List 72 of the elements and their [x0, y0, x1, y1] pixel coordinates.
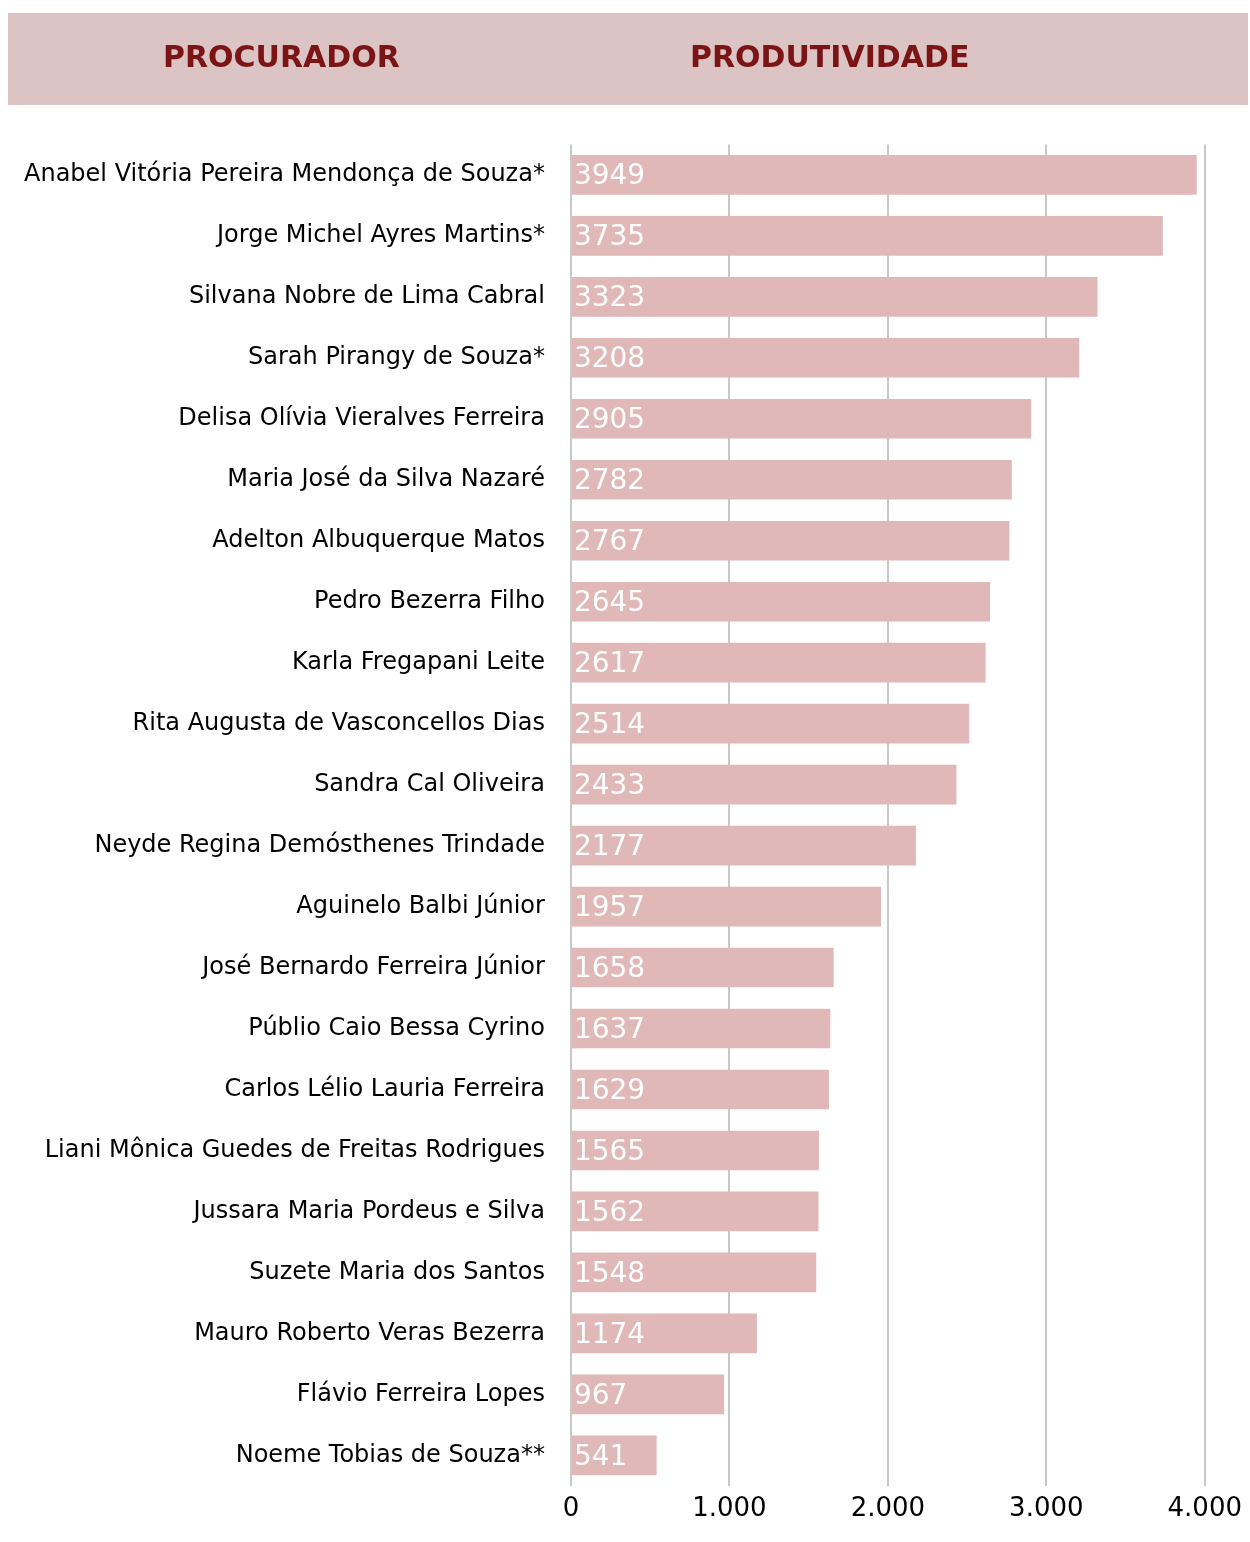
data-label: 2645 — [573, 584, 646, 618]
y-tick-label: Jorge Michel Ayres Martins* — [214, 220, 545, 249]
data-label: 541 — [573, 1438, 628, 1472]
data-label: 3323 — [573, 280, 646, 314]
bar — [571, 764, 957, 805]
bar — [571, 1374, 725, 1415]
bar — [571, 581, 991, 622]
y-tick-label: Delisa Olívia Vieralves Ferreira — [178, 403, 545, 432]
y-tick-label: Adelton Albuquerque Matos — [212, 524, 545, 553]
y-tick-label: Anabel Vitória Pereira Mendonça de Souza* — [24, 159, 545, 188]
x-tick-label: 2.000 — [850, 1492, 926, 1523]
x-tick-label: 3.000 — [1009, 1492, 1084, 1523]
x-axis-title: PRODUTIVIDADE — [690, 39, 970, 74]
data-label: 2767 — [573, 524, 646, 557]
data-label: 1562 — [573, 1194, 646, 1228]
x-tick-label: 0 — [562, 1492, 580, 1523]
bar — [571, 1008, 831, 1049]
bar — [571, 337, 1080, 378]
data-label: 967 — [573, 1377, 628, 1411]
y-tick-label: Sandra Cal Oliveira — [314, 768, 545, 797]
bar — [571, 642, 986, 683]
y-tick-label: Liani Mônica Guedes de Freitas Rodrigues — [44, 1134, 545, 1163]
x-tick-label: 4.000 — [1167, 1492, 1242, 1523]
bar — [571, 155, 1197, 195]
data-label: 3208 — [573, 341, 646, 375]
data-label: 1957 — [573, 889, 646, 923]
data-label: 1565 — [573, 1133, 646, 1167]
data-label: 1548 — [573, 1255, 646, 1289]
bar — [571, 459, 1012, 500]
bar — [571, 1069, 830, 1110]
data-label: 2617 — [573, 645, 646, 679]
data-label: 1629 — [573, 1072, 646, 1106]
data-label: 1174 — [573, 1316, 646, 1350]
bar — [571, 1252, 817, 1293]
data-label: 2433 — [573, 767, 646, 801]
y-tick-label: Silvana Nobre de Lima Cabral — [188, 281, 545, 310]
data-label: 2905 — [573, 402, 646, 436]
bar — [571, 216, 1163, 256]
y-tick-label: Pedro Bezerra Filho — [314, 585, 545, 614]
data-label: 1658 — [573, 950, 646, 984]
y-tick-label: Mauro Roberto Veras Bezerra — [194, 1317, 545, 1346]
y-tick-label: Suzete Maria dos Santos — [249, 1256, 545, 1285]
bar — [571, 1313, 757, 1354]
x-tick-label: 1.000 — [692, 1492, 767, 1523]
bar — [571, 1191, 819, 1232]
data-label: 2514 — [573, 706, 646, 740]
y-tick-label: José Bernardo Ferreira Júnior — [200, 951, 546, 980]
data-label: 2177 — [573, 828, 646, 862]
y-tick-label: Sarah Pirangy de Souza* — [248, 342, 545, 371]
bar — [571, 703, 970, 744]
data-label: 2782 — [573, 463, 646, 497]
y-tick-label: Jussara Maria Pordeus e Silva — [191, 1195, 545, 1224]
y-tick-label: Carlos Lélio Lauria Ferreira — [224, 1073, 545, 1102]
y-tick-label: Karla Fregapani Leite — [291, 646, 545, 675]
bar — [571, 886, 882, 927]
y-axis-title: PROCURADOR — [163, 39, 400, 74]
bar — [571, 277, 1098, 317]
y-tick-label: Maria José da Silva Nazaré — [227, 463, 545, 492]
bar — [571, 825, 916, 866]
bar — [571, 520, 1010, 561]
data-label: 3735 — [573, 219, 646, 253]
y-tick-label: Neyde Regina Demósthenes Trindade — [94, 829, 545, 858]
bar — [571, 398, 1032, 439]
y-tick-label: Rita Augusta de Vasconcellos Dias — [132, 707, 545, 736]
bar — [571, 1130, 819, 1171]
y-tick-label: Aguinelo Balbi Júnior — [296, 890, 546, 919]
data-label: 1637 — [573, 1011, 646, 1045]
y-tick-label: Flávio Ferreira Lopes — [296, 1378, 545, 1407]
bar — [571, 947, 834, 988]
y-tick-label: Públio Caio Bessa Cyrino — [248, 1012, 545, 1041]
y-tick-label: Noeme Tobias de Souza** — [235, 1439, 545, 1468]
data-label: 3949 — [573, 158, 646, 192]
